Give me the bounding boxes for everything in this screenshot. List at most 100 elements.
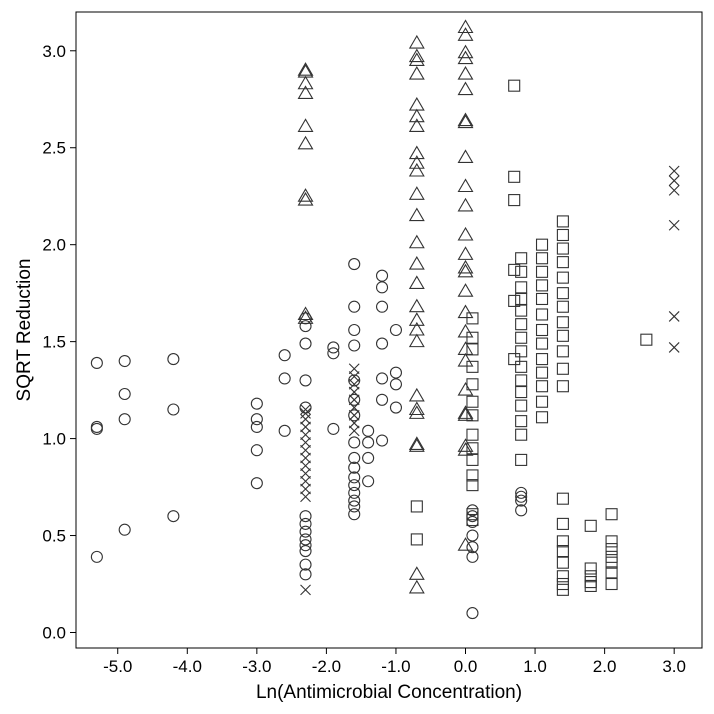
circle-marker: [375, 269, 389, 282]
triangle-marker: [408, 207, 425, 222]
triangle-marker: [457, 65, 474, 80]
circle-marker: [515, 486, 528, 499]
circle-marker: [327, 341, 340, 354]
triangle-marker: [408, 145, 425, 160]
circle-marker: [250, 444, 263, 457]
circle-marker: [348, 409, 361, 422]
cross-marker: [668, 185, 680, 196]
square-marker: [556, 535, 569, 548]
circle-marker: [299, 568, 312, 581]
square-marker: [515, 453, 528, 466]
circle-marker: [375, 393, 389, 406]
circle-marker: [250, 397, 263, 410]
x-tick-label: 2.0: [593, 657, 617, 676]
triangle-marker: [457, 114, 474, 129]
x-tick-label: 1.0: [523, 657, 547, 676]
square-marker: [466, 428, 479, 441]
square-marker: [466, 479, 479, 492]
cross-marker: [668, 342, 680, 353]
plot-frame: [75, 11, 703, 649]
square-marker: [535, 366, 549, 379]
triangle-marker: [408, 65, 425, 80]
square-marker: [466, 469, 479, 482]
square-marker: [584, 519, 597, 532]
square-marker: [515, 374, 528, 387]
triangle-marker: [297, 310, 314, 324]
square-marker: [515, 385, 528, 399]
triangle-marker: [297, 118, 314, 132]
circle-marker: [90, 422, 103, 435]
circle-marker: [389, 323, 403, 337]
circle-marker: [362, 424, 375, 437]
square-marker: [605, 535, 618, 548]
x-tick-label: -5.0: [103, 657, 132, 676]
triangle-marker: [457, 263, 474, 278]
cross-marker: [348, 409, 360, 421]
circle-marker: [348, 339, 361, 352]
circle-marker: [278, 349, 291, 362]
square-marker: [466, 409, 479, 422]
square-marker: [535, 279, 549, 292]
square-marker: [556, 492, 569, 505]
triangle-marker: [408, 298, 425, 313]
square-marker: [556, 215, 569, 228]
circle-marker: [466, 529, 479, 542]
y-axis: 0.0 0.5 1.0 1.5 2.0 2.5 3.0: [42, 42, 76, 642]
triangle-marker: [408, 255, 425, 270]
circle-marker: [348, 500, 361, 513]
square-marker: [535, 292, 549, 306]
circle-marker: [466, 541, 479, 554]
square-marker: [515, 292, 528, 306]
cross-marker: [300, 468, 311, 479]
square-marker: [605, 577, 618, 591]
circle-marker: [250, 477, 263, 490]
circle-marker: [375, 337, 389, 350]
circle-marker: [299, 337, 312, 350]
square-marker: [605, 566, 618, 579]
triangle-marker: [408, 52, 425, 67]
triangle-marker: [457, 352, 474, 367]
triangle-marker: [408, 234, 425, 249]
square-marker: [556, 345, 569, 358]
circle-marker: [118, 523, 131, 536]
circle-marker: [348, 258, 361, 271]
cross-marker: [300, 452, 311, 464]
square-marker: [556, 380, 569, 393]
cross-marker: [668, 175, 680, 187]
square-marker: [466, 343, 479, 356]
triangle-marker: [297, 188, 314, 202]
y-tick-label: 2.5: [42, 139, 66, 158]
y-tick-label: 3.0: [42, 42, 66, 61]
triangle-marker: [457, 246, 474, 260]
square-marker: [515, 281, 528, 294]
triangle-marker: [408, 186, 425, 200]
circle-marker: [299, 510, 312, 523]
square-marker: [515, 428, 528, 441]
square-marker: [605, 543, 618, 556]
triangle-marker: [457, 442, 474, 456]
circle-marker: [362, 436, 375, 449]
triangle-marker: [408, 579, 425, 594]
x-tick-label: -4.0: [173, 657, 202, 676]
square-marker: [556, 242, 569, 255]
triangle-marker: [408, 108, 425, 123]
triangle-marker: [457, 304, 474, 319]
square-marker: [556, 316, 569, 329]
triangle-marker: [457, 537, 474, 551]
square-marker: [605, 556, 618, 569]
triangle-marker: [408, 312, 425, 326]
square-marker: [466, 395, 479, 408]
triangle-marker: [408, 275, 425, 290]
circle-marker: [515, 504, 528, 517]
triangle-marker: [457, 407, 474, 421]
square-marker: [535, 395, 549, 408]
square-marker: [410, 500, 423, 513]
square-marker: [508, 194, 521, 207]
circle-marker: [362, 475, 375, 488]
triangle-marker: [297, 135, 314, 150]
circle-marker: [299, 539, 312, 552]
square-marker: [515, 360, 528, 373]
cross-marker: [348, 378, 360, 390]
triangle-marker: [297, 306, 314, 321]
triangle-marker: [457, 19, 474, 34]
